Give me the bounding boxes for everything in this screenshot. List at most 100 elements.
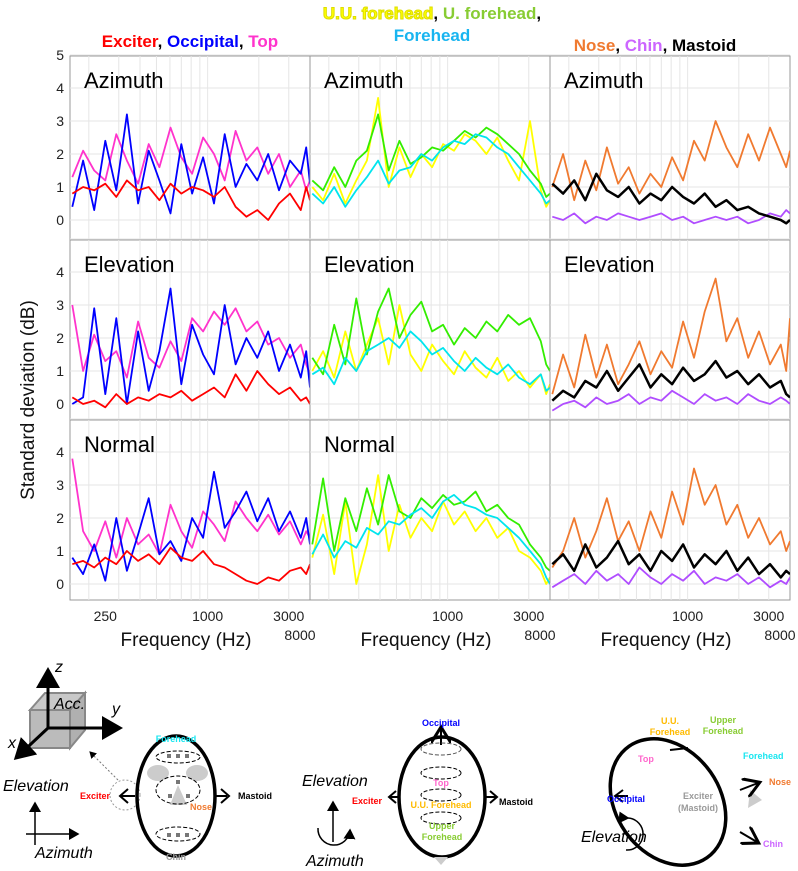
panel-label: Normal [84, 432, 155, 457]
chart-panel: Elevation [309, 238, 551, 421]
uu-label-1: U.U. [661, 716, 679, 726]
y-tick-label: 1 [56, 363, 64, 379]
legend-entry: Top [248, 32, 278, 51]
y-tick-label: 0 [56, 212, 64, 228]
series-line-nose [551, 467, 790, 568]
y-tick-label: 4 [56, 264, 64, 280]
series-line-u-u-forehead [311, 304, 550, 396]
series-line-occipital [71, 113, 310, 215]
series-line-u-u-forehead [311, 474, 550, 585]
z-axis-label: z [54, 659, 63, 676]
legend-entry: , [433, 4, 442, 23]
legend-entry: Chin [625, 36, 663, 55]
series-line-mastoid [551, 359, 790, 402]
series-group [551, 120, 790, 225]
occipital-label: Occipital [607, 794, 645, 804]
legend-entry: Exciter [102, 32, 159, 51]
y-axis-label: Standard deviation (dB) [18, 300, 39, 500]
top-label: Top [433, 778, 449, 788]
x-tick-label-extra: 8000 [524, 627, 555, 643]
occipital-label: Occipital [422, 718, 460, 728]
panel-label: Azimuth [324, 68, 403, 93]
upper-label-1: Upper [710, 715, 737, 725]
series-line-exciter [72, 546, 310, 585]
y-tick-label: 0 [56, 576, 64, 592]
upper-label-2: Forehead [703, 726, 744, 736]
y-axis-dir-label: y [111, 701, 121, 718]
panel-label: Normal [324, 432, 395, 457]
series-group [311, 474, 550, 585]
series-line-top [71, 126, 310, 192]
head-top-view-diagram: Elevation Azimuth Exciter Occipital Top … [302, 718, 533, 870]
x-tick-label-extra: 8000 [284, 627, 315, 643]
chart-panel: 1000 3000 8000 Frequency (Hz) [549, 418, 796, 651]
acc-label: Acc. [53, 696, 85, 713]
panel-frame [309, 239, 551, 421]
panel-frame [69, 55, 311, 241]
y-tick-label: 4 [56, 444, 64, 460]
legend-entry: , [615, 36, 624, 55]
x-tick-label: 250 [94, 608, 118, 624]
uu-label-2: Forehead [650, 727, 691, 737]
series-line-mastoid [551, 172, 790, 225]
legend-entry: Mastoid [672, 36, 736, 55]
chart-panel: Normal 1000 3000 8000 Frequency (Hz) [309, 418, 556, 651]
legend-col2-line2: Forehead [394, 26, 471, 45]
series-line-forehead [311, 493, 550, 585]
legend-entry: Occipital [167, 32, 239, 51]
azimuth-label: Azimuth [305, 853, 364, 870]
series-group [71, 113, 310, 221]
legend-entry: , [536, 4, 541, 23]
uu-forehead-label: U.U. Forehead [410, 800, 471, 810]
nose-label: Nose [190, 802, 212, 812]
panel-frame [69, 419, 311, 601]
y-tick-label: 2 [56, 146, 64, 162]
panel-label: Azimuth [84, 68, 163, 93]
y-tick-label: 5 [56, 47, 64, 63]
forehead-label: Forehead [156, 734, 197, 744]
legend-entry: U.U. forehead [323, 4, 434, 23]
y-tick-label: 1 [56, 543, 64, 559]
legend-col2-line1: U.U. forehead, U. forehead, [323, 4, 541, 23]
legend-entry: Forehead [394, 26, 471, 45]
series-group [311, 287, 550, 396]
x-axis-label: Frequency (Hz) [121, 630, 252, 651]
exciter-label: Exciter [80, 791, 111, 801]
x-tick-label: 1000 [192, 608, 223, 624]
panel-frame [549, 239, 791, 421]
x-tick-label: 3000 [513, 608, 544, 624]
chart-panel: Azimuth [309, 54, 551, 241]
azimuth-label: Azimuth [34, 845, 93, 862]
series-line-top [71, 304, 310, 379]
x-tick-label: 1000 [432, 608, 463, 624]
series-group [551, 277, 790, 412]
legend-col3: Nose, Chin, Mastoid [574, 36, 737, 55]
x-tick-label: 1000 [672, 608, 703, 624]
legend-entry: , [663, 36, 672, 55]
y-tick-label: 1 [56, 179, 64, 195]
legend-entry: , [158, 32, 167, 51]
head-side-view-diagram: U.U. Forehead Upper Forehead Top Forehea… [581, 715, 791, 867]
mastoid-label: Mastoid [238, 791, 272, 801]
legend-entry: , [239, 32, 248, 51]
panel-label: Elevation [324, 252, 415, 277]
series-line-occipital [71, 287, 310, 405]
forehead-label: Forehead [743, 751, 784, 761]
exciter-label-2: (Mastoid) [678, 803, 718, 813]
series-group [551, 467, 790, 589]
series-line-forehead [311, 133, 550, 208]
series-line-u-forehead [311, 474, 550, 572]
exciter-label-1: Exciter [683, 791, 714, 801]
nose-label: Nose [769, 777, 791, 787]
x-tick-label: 3000 [273, 608, 304, 624]
series-line-exciter [71, 179, 310, 221]
top-label: Top [638, 754, 654, 764]
head-front-outline [135, 734, 217, 858]
head-side-outline [608, 737, 728, 867]
legend-col1: Exciter, Occipital, Top [102, 32, 278, 51]
panel-label: Elevation [564, 252, 655, 277]
series-line-occipital [71, 470, 310, 582]
y-tick-label: 3 [56, 297, 64, 313]
upper-forehead-label: Forehead [422, 832, 463, 842]
y-tick-label: 3 [56, 477, 64, 493]
